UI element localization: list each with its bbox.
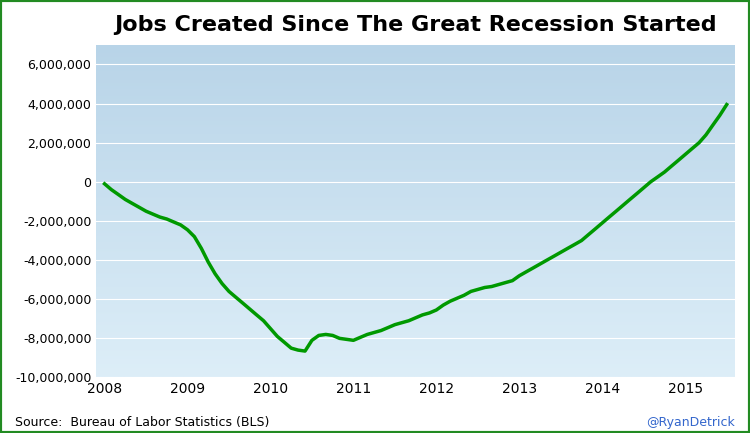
Title: Jobs Created Since The Great Recession Started: Jobs Created Since The Great Recession S… [114, 15, 717, 35]
Text: Source:  Bureau of Labor Statistics (BLS): Source: Bureau of Labor Statistics (BLS) [15, 416, 269, 429]
Text: @RyanDetrick: @RyanDetrick [646, 416, 735, 429]
